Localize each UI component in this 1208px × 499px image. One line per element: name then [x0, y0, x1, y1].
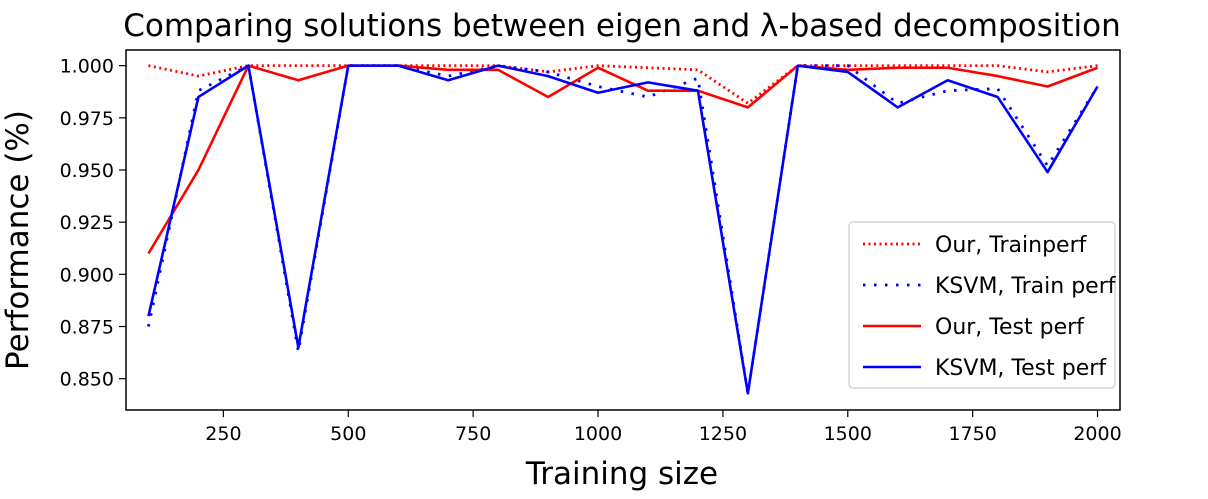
y-tick-label: 0.900 [60, 264, 114, 286]
y-axis-label: Performance (%) [0, 110, 36, 370]
x-axis-label: Training size [525, 456, 718, 492]
x-tick-label: 250 [205, 423, 241, 445]
y-tick-label: 0.850 [60, 369, 114, 391]
y-tick-label: 0.950 [60, 160, 114, 182]
series-line-1 [147, 64, 1099, 395]
series-layer [147, 64, 1099, 395]
series-line-0 [148, 64, 1098, 105]
legend: Our, Trainperf KSVM, Train perf Our, Test … [848, 221, 1117, 389]
y-tick-label: 0.975 [60, 108, 114, 130]
y-tick-label: 1.000 [60, 56, 114, 78]
legend-label: Our, Trainperf [935, 233, 1088, 258]
plot-area-frame [125, 49, 1121, 411]
legend-label: Our, Test perf [935, 315, 1085, 340]
x-tick-label: 1750 [948, 423, 996, 445]
x-axis-ticks: 250 500 750 1000 1250 1500 1750 2000 [205, 410, 1122, 445]
y-tick-label: 0.875 [60, 317, 114, 339]
legend-box [848, 221, 1116, 389]
x-tick-label: 500 [330, 423, 366, 445]
series-line-3 [147, 64, 1099, 395]
x-tick-label: 1250 [699, 423, 747, 445]
x-tick-label: 1000 [574, 423, 622, 445]
x-tick-label: 1500 [824, 423, 872, 445]
legend-label: KSVM, Test perf [935, 356, 1107, 381]
y-tick-label: 0.925 [60, 212, 114, 234]
x-tick-label: 750 [455, 423, 491, 445]
chart-title: Comparing solutions between eigen and λ-… [123, 8, 1121, 44]
y-axis-ticks: 0.850 0.875 0.900 0.925 0.950 0.975 1.000 [60, 56, 126, 391]
series-line-2 [147, 64, 1098, 255]
x-tick-label: 2000 [1073, 423, 1121, 445]
legend-label: KSVM, Train perf [935, 274, 1117, 299]
